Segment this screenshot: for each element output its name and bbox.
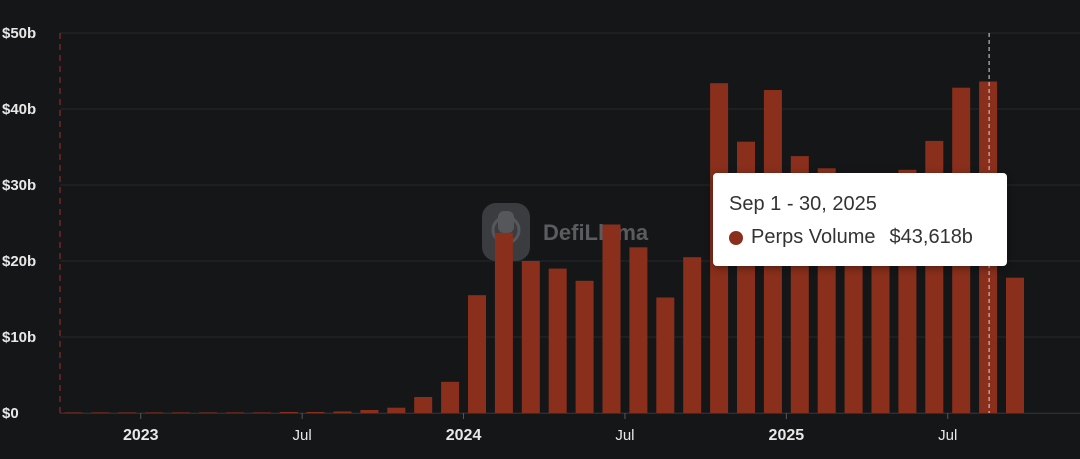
x-tick-label: 2025 (769, 427, 805, 444)
bar-2024-09[interactable] (656, 297, 675, 414)
bar-2024-05[interactable] (548, 268, 567, 413)
bar-2023-08[interactable] (306, 412, 325, 413)
bar-2023-09[interactable] (333, 411, 352, 414)
bar-2024-07[interactable] (602, 224, 621, 414)
bar-2024-01[interactable] (441, 381, 460, 413)
y-tick-label: $50b (2, 25, 36, 42)
bar-2024-06[interactable] (575, 280, 594, 413)
bar-2023-07[interactable] (279, 412, 298, 413)
bar-2023-11[interactable] (387, 407, 406, 413)
tooltip-series-label: Perps Volume (751, 226, 876, 248)
tooltip-value: $43,618b (889, 226, 973, 248)
y-tick-label: $0 (2, 405, 19, 422)
bar-2023-12[interactable] (414, 397, 433, 413)
bar-2024-04[interactable] (521, 261, 540, 413)
bar-2024-02[interactable] (468, 295, 486, 413)
bar-2022-11[interactable] (64, 412, 83, 413)
bar-2023-06[interactable] (252, 412, 271, 413)
bar-2024-08[interactable] (629, 247, 648, 413)
bar-2024-10[interactable] (683, 257, 702, 413)
y-tick-label: $10b (2, 329, 36, 346)
x-tick-label: Jul (293, 427, 312, 444)
tooltip-row: Perps Volume $43,618b (729, 226, 991, 249)
bar-2023-04[interactable] (199, 412, 217, 413)
bar-2022-12[interactable] (91, 412, 110, 413)
bar-2023-02[interactable] (145, 412, 164, 413)
bar-2023-03[interactable] (172, 412, 191, 413)
watermark-text: DefiLlama (543, 220, 649, 245)
y-tick-label: $30b (2, 177, 36, 194)
x-axis: 2023 Jul 2024 Jul 2025 Jul (60, 413, 1080, 444)
watermark: DefiLlama (482, 203, 649, 261)
bar-2023-05[interactable] (225, 412, 244, 413)
x-tick-label: Jul (938, 427, 957, 444)
bar-2023-01[interactable] (118, 412, 137, 413)
x-tick-label: 2023 (123, 427, 159, 444)
bar-2023-10[interactable] (360, 410, 379, 413)
series-dot-icon (729, 230, 743, 245)
x-tick-label: Jul (615, 427, 634, 444)
tooltip-date: Sep 1 - 30, 2025 (729, 193, 877, 215)
y-axis: $0 $10b $20b $30b $40b $50b (2, 25, 61, 422)
y-tick-label: $40b (2, 101, 36, 118)
x-tick-label: 2024 (446, 427, 482, 444)
y-tick-label: $20b (2, 253, 36, 270)
tooltip: Sep 1 - 30, 2025 Perps Volume $43,618b (713, 173, 1007, 266)
bar-2024-03[interactable] (494, 232, 513, 413)
bar-2025-10[interactable] (1006, 277, 1024, 413)
